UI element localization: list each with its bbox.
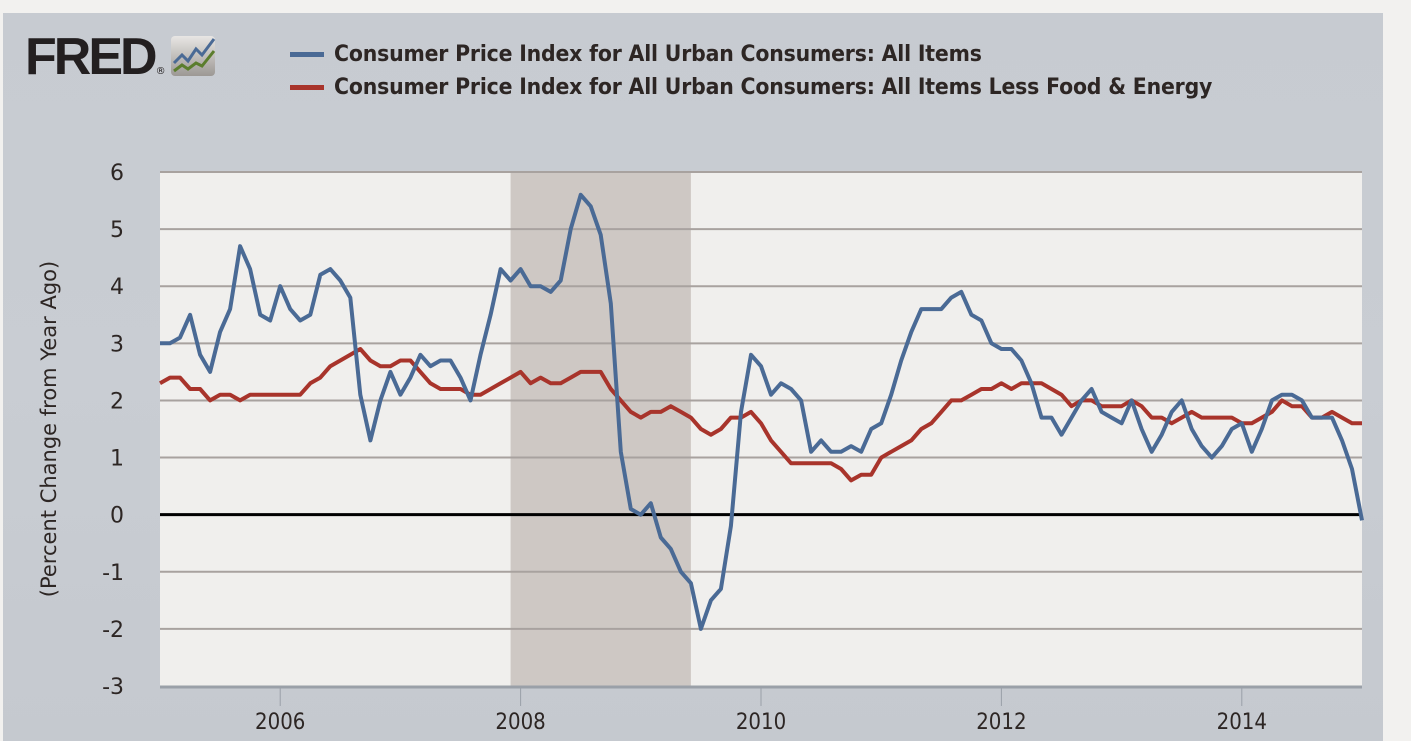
legend-item-core: Consumer Price Index for All Urban Consu… [290, 71, 1334, 104]
legend-label-all-items: Consumer Price Index for All Urban Consu… [334, 42, 982, 67]
y-tick-label: 5 [110, 218, 124, 243]
x-tick-label: 2010 [736, 710, 786, 735]
plot-background [160, 172, 1362, 686]
y-tick-label: 2 [110, 389, 124, 414]
y-tick-label: 1 [110, 447, 124, 472]
registered-mark: ® [155, 66, 166, 77]
y-tick-label: 6 [110, 161, 124, 186]
recession-shading-group [510, 172, 691, 686]
line-chart-icon [170, 36, 215, 76]
x-tick-label: 2012 [976, 710, 1026, 735]
x-tick-label: 2008 [495, 710, 545, 735]
y-axis-title: (Percent Change from Year Ago) [37, 261, 61, 597]
y-tick-label: -1 [102, 561, 124, 586]
y-tick-label: -2 [102, 618, 124, 643]
legend-item-all-items: Consumer Price Index for All Urban Consu… [290, 38, 1334, 71]
series-all-items-line [160, 192, 1364, 631]
y-tick-label: 3 [110, 332, 124, 357]
x-tick-label: 2006 [255, 710, 305, 735]
recession-band [510, 172, 691, 686]
series-core-line [159, 347, 1362, 483]
y-tick-label: -3 [102, 675, 124, 700]
legend-swatch-all-items [290, 52, 324, 57]
series-group [159, 192, 1364, 631]
legend-swatch-core [290, 85, 324, 90]
x-tick-label: 2014 [1217, 710, 1267, 735]
legend-label-core: Consumer Price Index for All Urban Consu… [334, 75, 1213, 100]
fred-logo: FRED ® [25, 28, 216, 86]
x-axis-ticks: 2006 2008 2010 2012 2014 [255, 688, 1267, 735]
y-axis-ticks: 6 5 4 3 2 1 0 -1 -2 -3 [102, 161, 124, 700]
y-tick-label: 4 [110, 275, 124, 300]
chart-legend: Consumer Price Index for All Urban Consu… [290, 38, 1334, 104]
y-tick-label: 0 [110, 504, 124, 529]
logo-text: FRED [25, 28, 158, 86]
